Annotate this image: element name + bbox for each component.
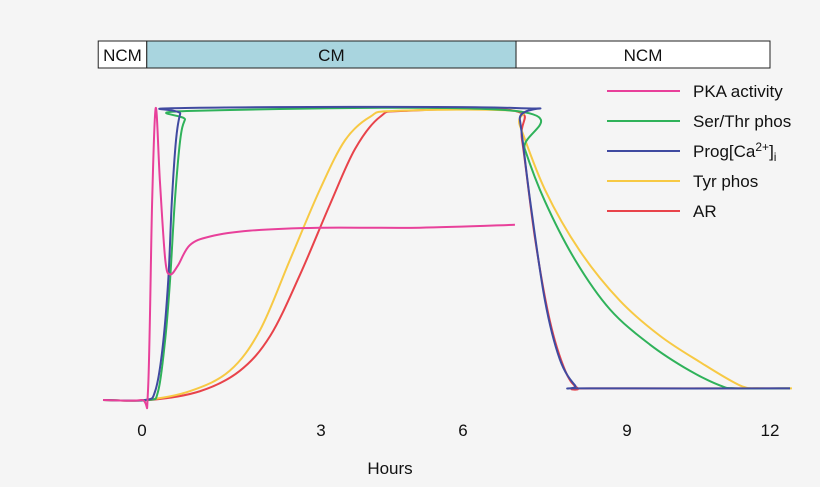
legend: PKA activity Ser/Thr phos Prog[Ca2+]i Ty…: [607, 82, 791, 221]
series-line-pka-activity: [102, 106, 515, 410]
legend-label-close: ]: [769, 142, 774, 161]
series-layer: [102, 105, 792, 410]
x-tick-label: 9: [622, 421, 631, 440]
series-line-ser-thr-phos: [102, 106, 791, 402]
legend-label: AR: [693, 202, 717, 221]
phase-label: CM: [318, 46, 344, 65]
series-line-prog-ca2-i: [102, 105, 791, 402]
phase-segment-cm: [146, 40, 517, 69]
x-axis-label: Hours: [367, 459, 412, 478]
x-tick-label: 6: [458, 421, 467, 440]
phase-bar: NCM CM NCM: [97, 40, 771, 69]
x-axis-ticks: 0 3 6 9 12: [137, 421, 779, 440]
legend-label: Tyr phos: [693, 172, 758, 191]
legend-label-main: Prog[Ca: [693, 142, 756, 161]
legend-label: Prog[Ca2+]i: [693, 140, 776, 164]
x-tick-label: 3: [316, 421, 325, 440]
phase-label: NCM: [624, 46, 663, 65]
legend-item-prog-ca: Prog[Ca2+]i: [607, 140, 776, 164]
legend-label: Ser/Thr phos: [693, 112, 791, 131]
legend-item-tyr: Tyr phos: [607, 172, 758, 191]
legend-label-sup: 2+: [755, 140, 769, 154]
phase-label: NCM: [103, 46, 142, 65]
legend-label-sub: i: [774, 150, 777, 164]
phase-segment-ncm: [97, 40, 148, 69]
phase-segment-ncm: [515, 40, 771, 69]
legend-item-pka: PKA activity: [607, 82, 783, 101]
x-tick-label: 12: [761, 421, 780, 440]
legend-item-ser-thr: Ser/Thr phos: [607, 112, 791, 131]
legend-item-ar: AR: [607, 202, 717, 221]
series-line-ar: [102, 107, 791, 402]
legend-label: PKA activity: [693, 82, 783, 101]
x-tick-label: 0: [137, 421, 146, 440]
series-line-tyr-phos: [102, 108, 792, 402]
